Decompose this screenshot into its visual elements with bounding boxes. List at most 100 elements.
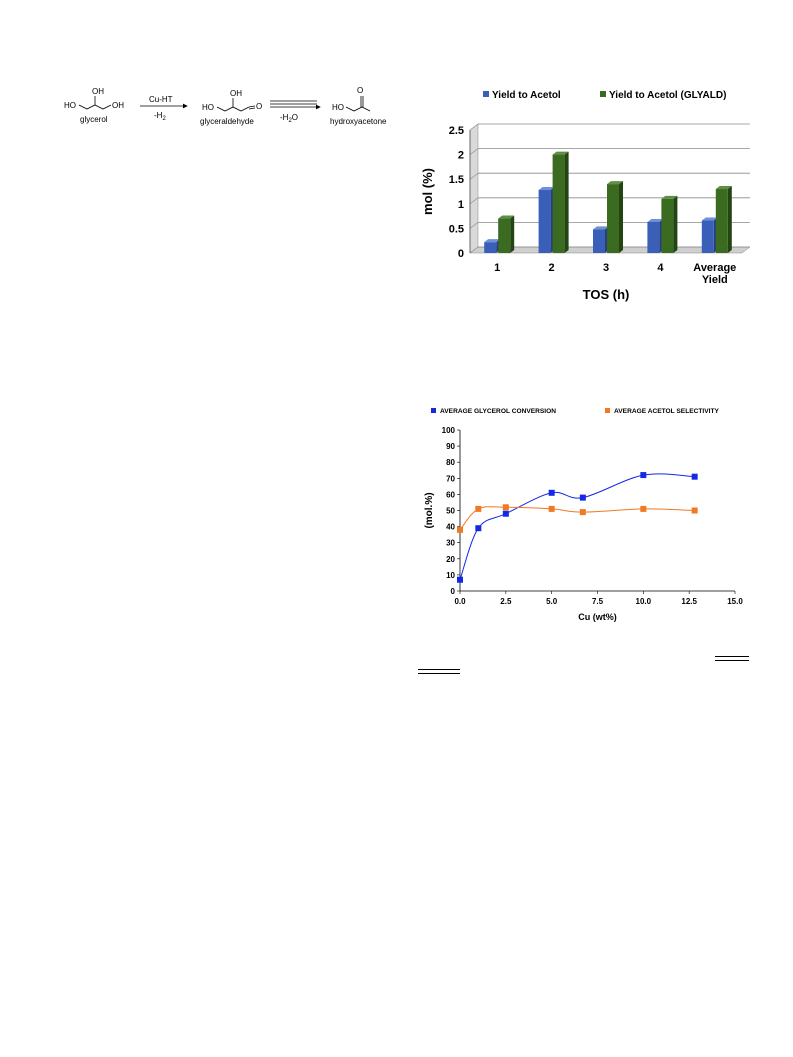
bar-top bbox=[498, 215, 515, 219]
bar-acetol-5 bbox=[701, 217, 718, 253]
bar-acetol-2 bbox=[538, 187, 555, 253]
y-tick-label: 90 bbox=[446, 442, 455, 451]
legend-label-1: AVERAGE GLYCEROL CONVERSION bbox=[440, 408, 556, 415]
x-tick-label: 12.5 bbox=[681, 597, 697, 606]
side-wall bbox=[469, 123, 479, 254]
glyceraldehyde-ho-left: HO bbox=[202, 103, 214, 112]
bar-side bbox=[564, 151, 569, 253]
glyceraldehyde-name: glyceraldehyde bbox=[200, 117, 254, 126]
bar-acetol-glyald-2 bbox=[552, 151, 569, 253]
bar-side bbox=[727, 186, 732, 253]
reaction-scheme: HO OH OH glycerol Cu-HT -H2 HO OH O glyc… bbox=[64, 86, 387, 126]
selectivity-point bbox=[579, 509, 586, 516]
step2-loss: -H bbox=[280, 113, 289, 122]
footnote-rule-right bbox=[715, 656, 749, 661]
y-tick-label: 100 bbox=[442, 426, 456, 435]
conversion-point bbox=[579, 494, 586, 501]
gridline-diag bbox=[469, 123, 479, 131]
glycerol-structure: HO OH OH glycerol bbox=[64, 87, 124, 124]
svg-text:-H2: -H2 bbox=[154, 111, 166, 122]
hydroxyacetone-structure: HO O hydroxyacetone bbox=[330, 86, 387, 126]
y-tick-label: 2 bbox=[458, 150, 464, 162]
bar-top bbox=[538, 187, 555, 191]
step2-loss-sub: 2 bbox=[288, 118, 292, 124]
step1-reagent: Cu-HT bbox=[149, 95, 173, 104]
bar-front bbox=[593, 229, 605, 253]
trendline-1 bbox=[459, 473, 695, 580]
hydroxyacetone-name: hydroxyacetone bbox=[330, 117, 387, 126]
x-tick-label: 2 bbox=[549, 262, 555, 274]
glyceraldehyde-structure: HO OH O glyceraldehyde bbox=[200, 89, 262, 126]
footnote-rule-left bbox=[418, 669, 460, 674]
x-axis-title: TOS (h) bbox=[583, 287, 630, 302]
bar-front bbox=[498, 218, 511, 253]
conversion-point bbox=[640, 472, 647, 479]
bar-acetol-glyald-5 bbox=[715, 186, 732, 253]
legend-swatch-2 bbox=[600, 91, 606, 97]
bar-front bbox=[552, 154, 565, 253]
bar-top bbox=[647, 219, 664, 223]
selectivity-point bbox=[548, 505, 555, 512]
glycerol-oh-right: OH bbox=[112, 101, 124, 110]
y-tick-label: 20 bbox=[446, 555, 455, 564]
x-tick-label: Average Yield bbox=[693, 262, 736, 286]
bar-top bbox=[661, 195, 678, 199]
bar-top bbox=[701, 217, 718, 221]
y-tick-label: 0 bbox=[458, 248, 464, 260]
legend-label-2: Yield to Acetol (GLYALD) bbox=[609, 90, 726, 101]
x-tick-label: 15.0 bbox=[727, 597, 743, 606]
bar-front bbox=[701, 220, 714, 253]
y-tick-label: 0 bbox=[451, 587, 456, 596]
legend-label-2: AVERAGE ACETOL SELECTIVITY bbox=[614, 408, 720, 415]
bar-acetol-glyald-4 bbox=[661, 195, 678, 253]
conversion-point bbox=[475, 525, 482, 532]
legend-swatch-1 bbox=[483, 91, 489, 97]
selectivity-point bbox=[502, 504, 509, 511]
bar-front bbox=[647, 222, 660, 253]
x-tick-label: 0.0 bbox=[454, 597, 466, 606]
step1-loss-sub: 2 bbox=[162, 116, 166, 122]
selectivity-point bbox=[457, 526, 463, 533]
hydroxyacetone-ho-left: HO bbox=[332, 103, 344, 112]
legend-label-1: Yield to Acetol bbox=[492, 90, 561, 101]
step1-loss: -H bbox=[154, 111, 163, 120]
y-tick-label: 30 bbox=[446, 539, 455, 548]
bar-side bbox=[673, 195, 678, 253]
step2-loss-tail: O bbox=[292, 113, 298, 122]
glyceraldehyde-o-right: O bbox=[256, 102, 262, 111]
bar-acetol-3 bbox=[593, 226, 609, 253]
y-tick-label: 2.5 bbox=[449, 125, 464, 137]
y-tick-label: 10 bbox=[446, 571, 455, 580]
hydroxyacetone-o-top: O bbox=[357, 86, 363, 95]
glycerol-ho-left: HO bbox=[64, 101, 76, 110]
svg-text:-H2O: -H2O bbox=[280, 113, 298, 124]
bar-front bbox=[661, 198, 674, 253]
selectivity-point bbox=[640, 505, 647, 512]
y-tick-label: 1.5 bbox=[449, 174, 464, 186]
gridline-diag bbox=[469, 222, 479, 229]
legend-swatch-2 bbox=[605, 408, 610, 413]
gridline-diag bbox=[469, 148, 479, 155]
x-tick-label: 4 bbox=[657, 262, 664, 274]
y-tick-label: 80 bbox=[446, 458, 455, 467]
glycerol-oh-top: OH bbox=[92, 87, 104, 96]
bar-side bbox=[619, 181, 623, 253]
bar-front bbox=[484, 242, 497, 253]
step1-arrow: Cu-HT -H2 bbox=[140, 95, 188, 122]
conversion-point bbox=[502, 510, 509, 517]
gridline-diag bbox=[469, 197, 479, 205]
step2-arrows: -H2O bbox=[270, 100, 321, 124]
y-tick-label: 50 bbox=[446, 507, 455, 516]
selectivity-point bbox=[475, 505, 482, 512]
bar-acetol-glyald-3 bbox=[607, 181, 623, 253]
y-tick-label: 0.5 bbox=[449, 223, 464, 235]
bar-top bbox=[593, 226, 609, 230]
bar-top bbox=[484, 239, 501, 243]
selectivity-point bbox=[691, 507, 698, 514]
x-tick-label: 5.0 bbox=[546, 597, 558, 606]
gridline-diag bbox=[469, 172, 479, 180]
bar-top bbox=[607, 181, 623, 185]
y-axis-title: (mol.%) bbox=[424, 492, 435, 528]
x-tick-label: 1 bbox=[494, 262, 500, 274]
bar-acetol-1 bbox=[484, 239, 501, 253]
